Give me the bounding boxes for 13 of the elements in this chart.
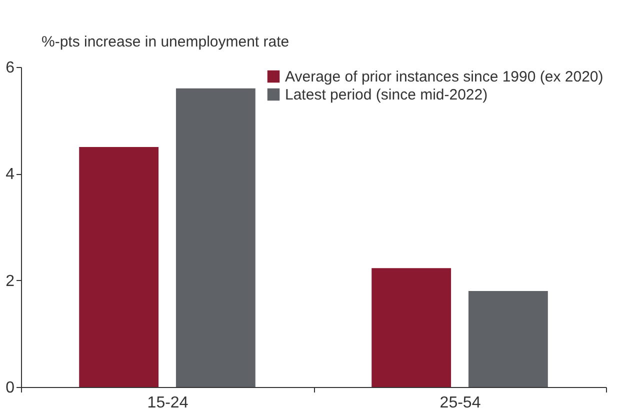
legend-label: Average of prior instances since 1990 (ex 2020) bbox=[285, 68, 604, 86]
x-tick-label: 15-24 bbox=[147, 394, 188, 409]
legend-label: Latest period (since mid-2022) bbox=[285, 86, 488, 104]
bar bbox=[79, 147, 159, 387]
bar bbox=[176, 88, 256, 387]
y-tick-label: 4 bbox=[6, 166, 15, 184]
bar bbox=[468, 291, 548, 387]
y-tick-label: 0 bbox=[6, 380, 15, 396]
bar bbox=[372, 268, 452, 387]
x-tick-label: 25-54 bbox=[440, 394, 481, 409]
y-tick-label: 6 bbox=[6, 60, 15, 76]
y-axis-title: %-pts increase in unemployment rate bbox=[42, 34, 290, 50]
y-tick-label: 2 bbox=[6, 272, 15, 290]
